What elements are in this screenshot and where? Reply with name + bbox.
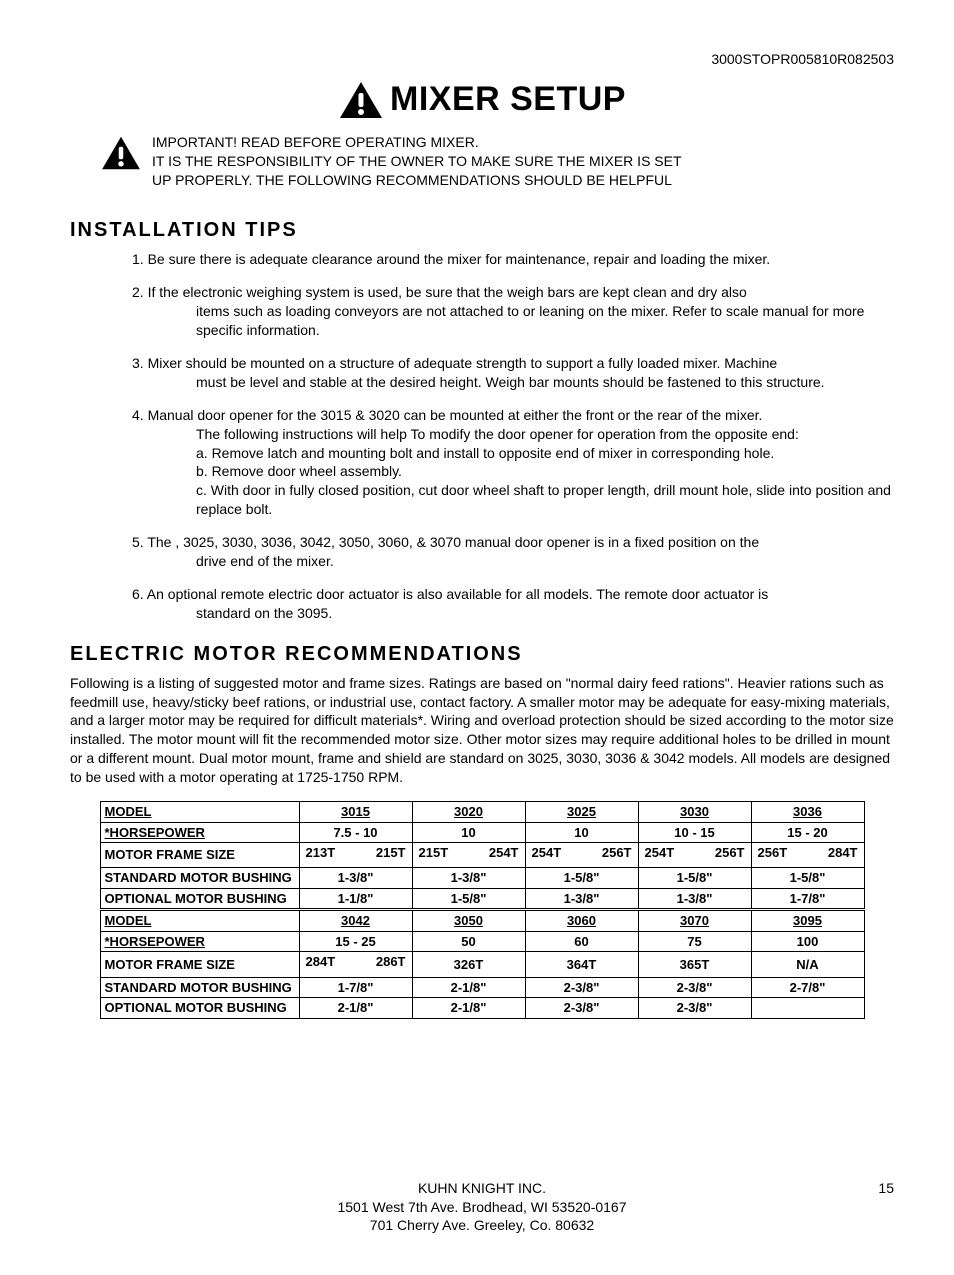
tip-item: 5. The , 3025, 3030, 3036, 3042, 3050, 3… (132, 533, 894, 571)
row-label: OPTIONAL MOTOR BUSHING (100, 998, 299, 1019)
table-cell: 2-1/8" (412, 998, 525, 1019)
important-line: IMPORTANT! READ BEFORE OPERATING MIXER. (152, 134, 479, 150)
table-cell: 100 (751, 931, 864, 952)
tip-item: 2. If the electronic weighing system is … (132, 283, 894, 340)
table-cell: 1-3/8" (412, 868, 525, 889)
table-cell: 1-5/8" (638, 868, 751, 889)
tip-item: 1. Be sure there is adequate clearance a… (132, 250, 894, 269)
tip-sub: b. Remove door wheel assembly. (196, 462, 894, 481)
table-cell: 215T254T (412, 843, 525, 868)
table-cell: 7.5 - 10 (299, 822, 412, 843)
table-cell: 1-5/8" (525, 868, 638, 889)
table-cell: 3036 (751, 802, 864, 823)
table-cell: 2-1/8" (412, 977, 525, 998)
table-cell: 2-3/8" (525, 998, 638, 1019)
table-cell: 3095 (751, 911, 864, 932)
table-cell: 1-5/8" (412, 888, 525, 909)
table-cell: 10 - 15 (638, 822, 751, 843)
tip-text: 6. An optional remote electric door actu… (132, 586, 768, 602)
tip-sub: a. Remove latch and mounting bolt and in… (196, 444, 894, 463)
table-cell: 2-3/8" (638, 977, 751, 998)
table-cell: 1-7/8" (299, 977, 412, 998)
table-cell: 10 (412, 822, 525, 843)
motor-table-1: MODEL 3015 3020 3025 3030 3036 *HORSEPOW… (100, 801, 865, 909)
table-cell: 3020 (412, 802, 525, 823)
tip-text: items such as loading conveyors are not … (196, 302, 894, 340)
tip-text: The following instructions will help To … (196, 425, 894, 444)
table-cell: 50 (412, 931, 525, 952)
title-row: MIXER SETUP (70, 77, 894, 123)
row-label: STANDARD MOTOR BUSHING (100, 977, 299, 998)
section-heading: INSTALLATION TIPS (70, 217, 894, 244)
footer-line: 1501 West 7th Ave. Brodhead, WI 53520-01… (337, 1199, 626, 1215)
table-cell: 3050 (412, 911, 525, 932)
table-cell: 3060 (525, 911, 638, 932)
table-cell: 3030 (638, 802, 751, 823)
row-label: STANDARD MOTOR BUSHING (100, 868, 299, 889)
table-cell: 284T286T (299, 952, 412, 977)
document-id: 3000STOPR005810R082503 (70, 50, 894, 69)
tip-item: 6. An optional remote electric door actu… (132, 585, 894, 623)
table-cell: 2-3/8" (525, 977, 638, 998)
warning-icon (338, 80, 384, 120)
table-cell: 364T (525, 952, 638, 977)
table-cell: 213T215T (299, 843, 412, 868)
warning-icon (100, 135, 142, 171)
table-cell: 2-1/8" (299, 998, 412, 1019)
table-cell: 3015 (299, 802, 412, 823)
table-cell: 15 - 20 (751, 822, 864, 843)
installation-tips: 1. Be sure there is adequate clearance a… (70, 250, 894, 622)
page-title: MIXER SETUP (390, 77, 626, 123)
table-cell: 10 (525, 822, 638, 843)
motor-table-2: MODEL 3042 3050 3060 3070 3095 *HORSEPOW… (100, 910, 865, 1018)
tip-text: drive end of the mixer. (196, 552, 894, 571)
tip-text: 4. Manual door opener for the 3015 & 302… (132, 407, 762, 423)
table-cell: 60 (525, 931, 638, 952)
table-cell: 1-1/8" (299, 888, 412, 909)
important-line: IT IS THE RESPONSIBILITY OF THE OWNER TO… (152, 153, 682, 169)
table-cell: 3070 (638, 911, 751, 932)
footer-line: KUHN KNIGHT INC. (418, 1180, 546, 1196)
important-line: UP PROPERLY. THE FOLLOWING RECOMMENDATIO… (152, 172, 672, 188)
row-label: OPTIONAL MOTOR BUSHING (100, 888, 299, 909)
row-label: *HORSEPOWER (100, 822, 299, 843)
table-cell: 365T (638, 952, 751, 977)
row-label: *HORSEPOWER (100, 931, 299, 952)
table-cell: 75 (638, 931, 751, 952)
page-number: 15 (878, 1179, 894, 1198)
table-cell: 3042 (299, 911, 412, 932)
table-cell: 254T256T (525, 843, 638, 868)
tip-text: standard on the 3095. (196, 604, 894, 623)
row-label: MOTOR FRAME SIZE (100, 952, 299, 977)
table-cell: N/A (751, 952, 864, 977)
table-cell: 1-3/8" (525, 888, 638, 909)
tip-text: 5. The , 3025, 3030, 3036, 3042, 3050, 3… (132, 534, 759, 550)
tip-text: 3. Mixer should be mounted on a structur… (132, 355, 777, 371)
tip-text: must be level and stable at the desired … (196, 373, 894, 392)
table-cell: 254T256T (638, 843, 751, 868)
important-notice: IMPORTANT! READ BEFORE OPERATING MIXER. … (100, 133, 894, 190)
section-heading: ELECTRIC MOTOR RECOMMENDATIONS (70, 641, 894, 668)
table-cell: 2-7/8" (751, 977, 864, 998)
footer-line: 701 Cherry Ave. Greeley, Co. 80632 (370, 1217, 594, 1233)
row-label: MOTOR FRAME SIZE (100, 843, 299, 868)
table-cell: 256T284T (751, 843, 864, 868)
tip-item: 3. Mixer should be mounted on a structur… (132, 354, 894, 392)
page-footer: 15 KUHN KNIGHT INC. 1501 West 7th Ave. B… (70, 1179, 894, 1236)
table-cell: 1-3/8" (299, 868, 412, 889)
table-cell (751, 998, 864, 1019)
tip-item: 4. Manual door opener for the 3015 & 302… (132, 406, 894, 519)
row-label: MODEL (100, 802, 299, 823)
tip-text: 2. If the electronic weighing system is … (132, 284, 747, 300)
tip-sub: c. With door in fully closed position, c… (196, 481, 894, 519)
table-cell: 1-7/8" (751, 888, 864, 909)
table-cell: 326T (412, 952, 525, 977)
motor-intro-text: Following is a listing of suggested moto… (70, 674, 894, 787)
row-label: MODEL (100, 911, 299, 932)
table-cell: 1-3/8" (638, 888, 751, 909)
table-cell: 2-3/8" (638, 998, 751, 1019)
table-cell: 1-5/8" (751, 868, 864, 889)
table-cell: 3025 (525, 802, 638, 823)
table-cell: 15 - 25 (299, 931, 412, 952)
